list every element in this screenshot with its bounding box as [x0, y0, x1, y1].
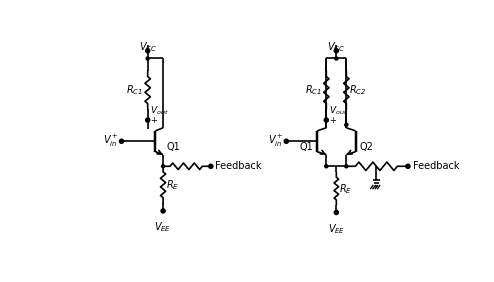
Text: $V_\mathregular{CC}$: $V_\mathregular{CC}$ — [327, 40, 345, 54]
Text: $V_\mathregular{CC}$: $V_\mathregular{CC}$ — [139, 40, 157, 54]
Circle shape — [146, 49, 150, 53]
Circle shape — [334, 211, 338, 214]
Text: $V_\mathregular{EE}$: $V_\mathregular{EE}$ — [155, 220, 172, 234]
Text: Q1: Q1 — [166, 142, 180, 152]
Circle shape — [146, 118, 150, 122]
Circle shape — [161, 209, 165, 213]
Text: $+$: $+$ — [329, 115, 337, 125]
Text: $V_\mathregular{in}^+$: $V_\mathregular{in}^+$ — [268, 133, 283, 149]
Circle shape — [325, 165, 328, 168]
Circle shape — [406, 164, 410, 168]
Circle shape — [285, 139, 288, 143]
Text: $V_\mathregular{out}$: $V_\mathregular{out}$ — [150, 105, 169, 117]
Circle shape — [334, 49, 338, 53]
Circle shape — [335, 57, 338, 60]
Text: $R_\mathregular{E}$: $R_\mathregular{E}$ — [339, 182, 352, 195]
Text: $+$: $+$ — [150, 115, 158, 125]
Text: Feedback: Feedback — [412, 161, 459, 171]
Text: $R_\mathregular{E}$: $R_\mathregular{E}$ — [166, 178, 179, 192]
Text: $R_\mathregular{C1}$: $R_\mathregular{C1}$ — [305, 83, 322, 97]
Text: Q1: Q1 — [299, 142, 313, 152]
Circle shape — [345, 123, 348, 126]
Text: Feedback: Feedback — [215, 161, 262, 171]
Circle shape — [120, 139, 124, 143]
Text: $R_\mathregular{C2}$: $R_\mathregular{C2}$ — [349, 83, 366, 97]
Circle shape — [345, 165, 348, 168]
Circle shape — [325, 118, 328, 122]
Circle shape — [209, 164, 213, 168]
Text: $V_\mathregular{EE}$: $V_\mathregular{EE}$ — [328, 222, 345, 235]
Text: $R_\mathregular{C1}$: $R_\mathregular{C1}$ — [126, 83, 143, 97]
Circle shape — [162, 165, 165, 168]
Text: Q2: Q2 — [360, 142, 373, 152]
Text: $V_\mathregular{out}$: $V_\mathregular{out}$ — [329, 105, 347, 117]
Text: $V_\mathregular{in}^+$: $V_\mathregular{in}^+$ — [103, 133, 119, 149]
Circle shape — [146, 57, 149, 60]
